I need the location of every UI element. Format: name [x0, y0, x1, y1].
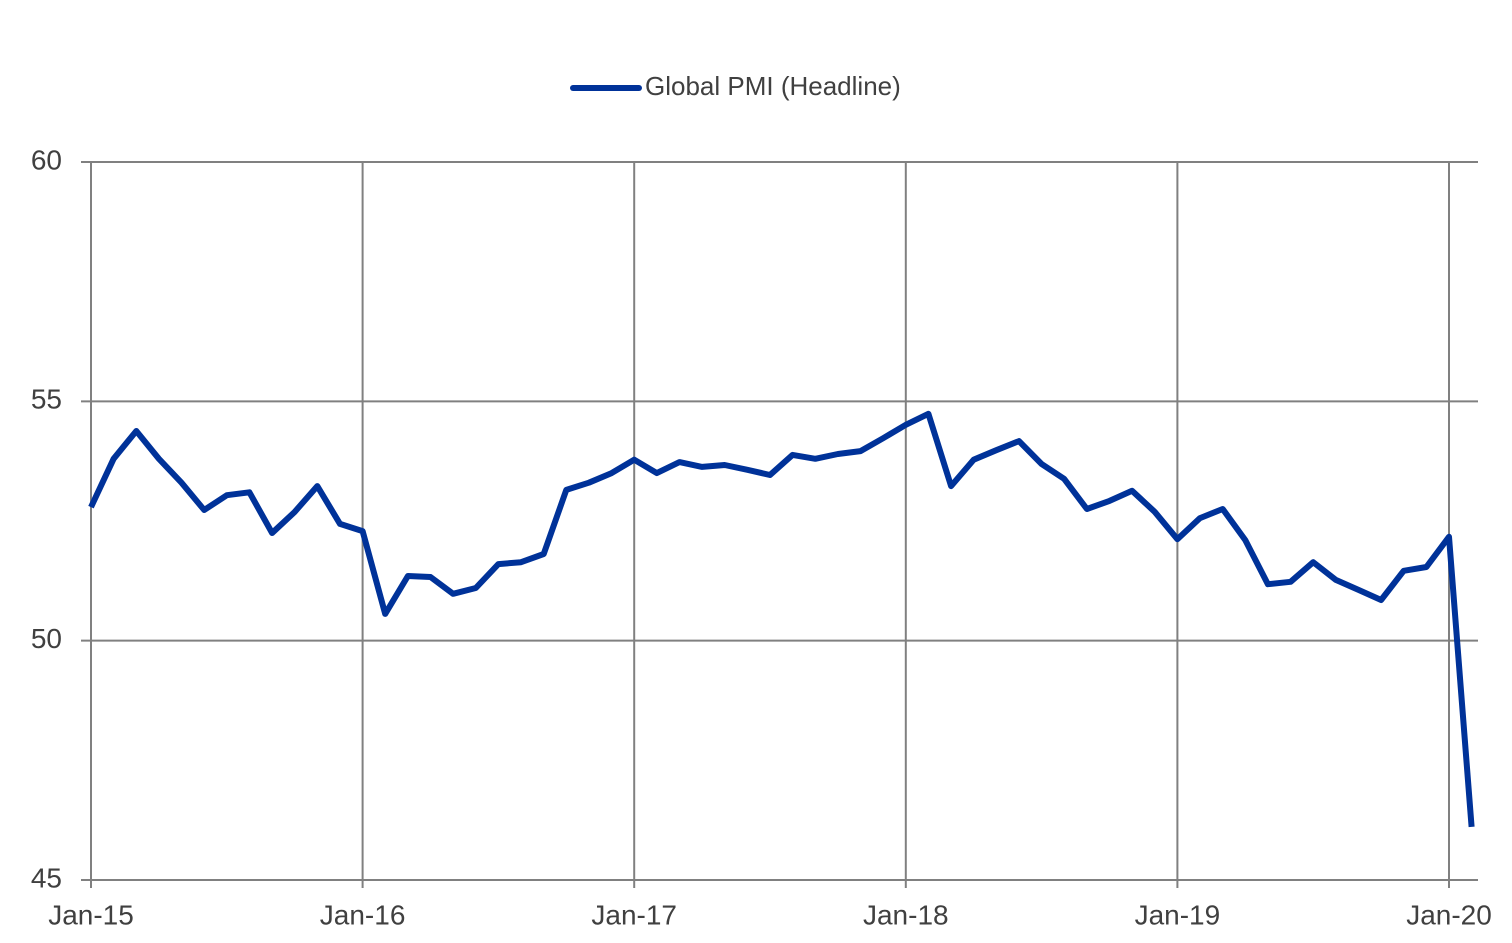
y-tick-label: 45: [31, 862, 62, 893]
x-tick-label: Jan-15: [48, 899, 134, 930]
x-tick-label: Jan-20: [1406, 899, 1492, 930]
y-tick-label: 60: [31, 144, 62, 175]
legend-label: Global PMI (Headline): [645, 71, 901, 101]
x-tick-label: Jan-19: [1135, 899, 1221, 930]
x-tick-label: Jan-17: [591, 899, 677, 930]
y-tick-label: 50: [31, 623, 62, 654]
y-tick-label: 55: [31, 384, 62, 415]
x-tick-label: Jan-16: [320, 899, 406, 930]
x-tick-label: Jan-18: [863, 899, 949, 930]
line-series: [88, 410, 1475, 828]
